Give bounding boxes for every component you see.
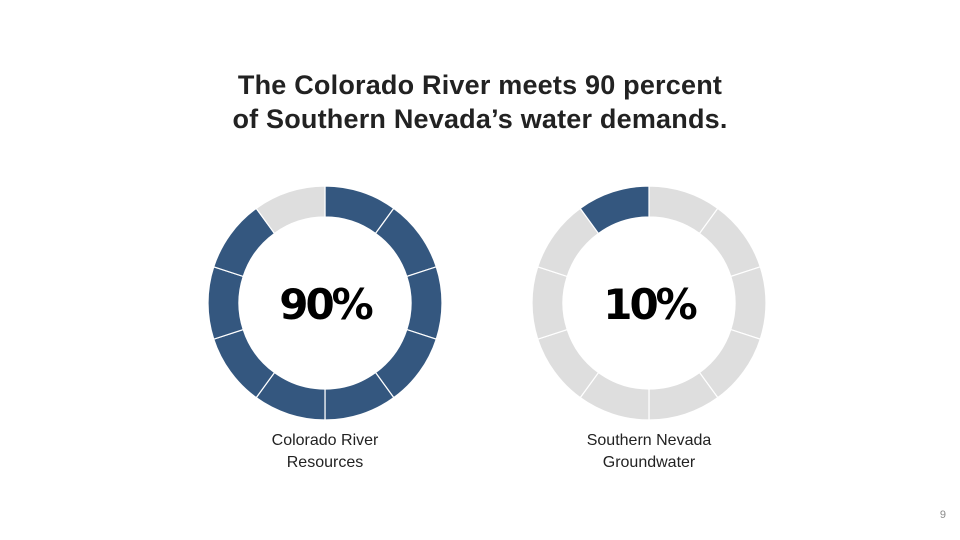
empty-segment-7 (531, 266, 568, 340)
groundwater-label-line-1: Southern Nevada (586, 432, 712, 449)
colorado-river-label-line-2: Resources (286, 454, 364, 471)
groundwater-label-line-2: Groundwater (602, 454, 696, 471)
filled-segment-7 (207, 266, 244, 340)
empty-segment-9 (255, 185, 326, 235)
groundwater-donut (531, 185, 767, 421)
filled-segment-9 (579, 185, 650, 235)
colorado-river-label-line-1: Colorado River (271, 432, 379, 449)
slide-title-line-2: of Southern Nevada’s water demands. (232, 104, 728, 134)
groundwater-value-label: 10% (603, 280, 696, 329)
slide-number: 9 (939, 509, 946, 521)
groundwater-label: Southern Nevada Groundwater (529, 430, 769, 474)
slide-title-line-1: The Colorado River meets 90 percent (237, 70, 723, 100)
empty-segment-2 (730, 266, 767, 340)
colorado-river-value-label: 90% (279, 280, 372, 329)
filled-segment-2 (406, 266, 443, 340)
colorado-river-label: Colorado River Resources (205, 430, 445, 474)
colorado-river-donut (207, 185, 443, 421)
slide-title: The Colorado River meets 90 percent of S… (130, 68, 830, 136)
